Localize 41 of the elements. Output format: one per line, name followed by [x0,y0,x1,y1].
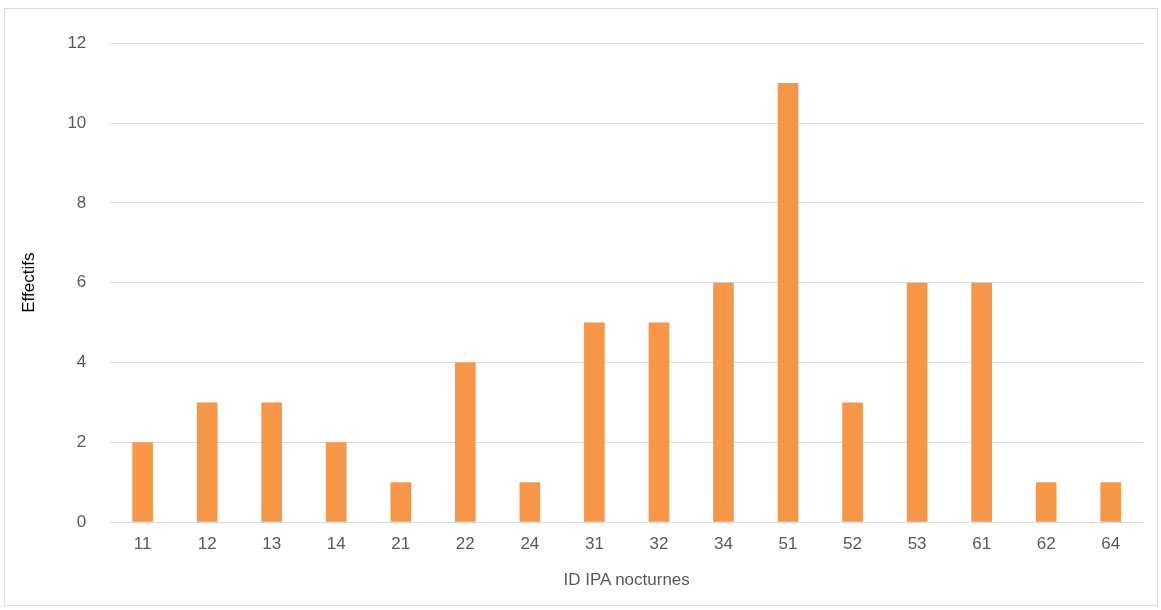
x-tick-label: 21 [391,534,411,554]
bar [1100,482,1122,522]
y-tick-label: 0 [76,511,87,531]
x-tick-label: 24 [520,534,540,554]
bar [713,282,734,522]
y-tick-label: 12 [67,32,87,52]
bar [390,482,412,522]
bar [519,482,541,522]
x-tick-label: 64 [1101,534,1121,554]
x-tick-label: 14 [326,534,346,554]
bar [906,282,928,522]
x-tick-label: 12 [197,534,217,554]
x-tick-label: 22 [455,534,475,554]
x-tick-label: 11 [133,534,152,554]
bar [584,322,605,522]
y-tick-label: 2 [76,432,87,452]
y-axis-title: Effectifs [18,252,38,313]
bar [325,442,347,522]
bar [261,402,282,522]
bar [842,402,863,522]
bar [971,282,992,522]
bar [1035,482,1057,522]
y-tick-label: 10 [67,112,87,132]
x-tick-label: 31 [584,534,604,554]
x-tick-label: 51 [778,534,798,554]
bar [196,402,218,522]
bar [777,83,799,522]
x-tick-label: 53 [907,534,927,554]
x-axis-title: ID IPA nocturnes [563,570,690,590]
x-tick-label: 34 [714,534,733,554]
bar [454,362,476,522]
y-tick-label: 6 [76,272,87,292]
y-tick-label: 8 [76,192,87,212]
y-tick-label: 4 [76,352,87,372]
x-tick-label: 61 [972,534,992,554]
x-tick-label: 62 [1036,534,1056,554]
x-tick-label: 52 [843,534,863,554]
bar [132,442,153,522]
x-tick-label: 32 [649,534,669,554]
x-tick-label: 13 [262,534,282,554]
bar [648,322,670,522]
